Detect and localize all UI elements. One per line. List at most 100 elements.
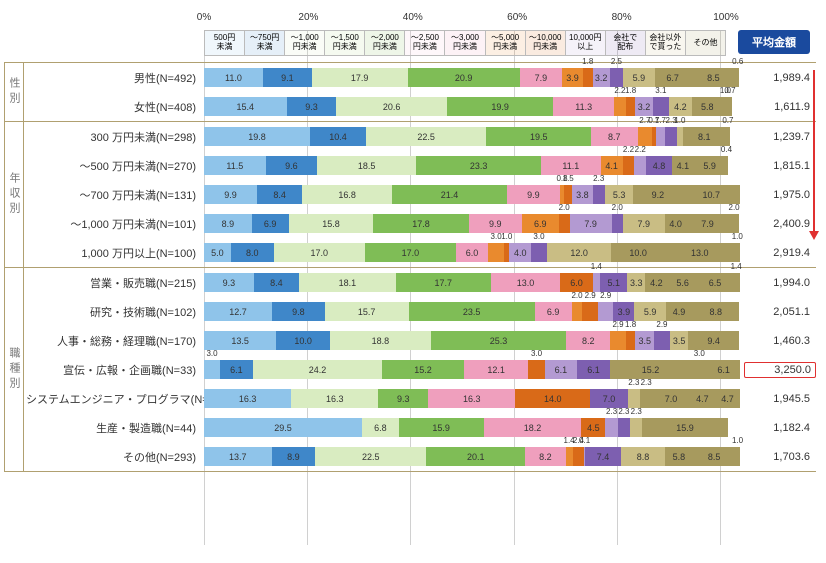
- legend-cell: 会社で配布: [606, 31, 646, 55]
- group: 性別男性(N=492)11.09.117.920.97.93.91.83.22.…: [4, 62, 816, 122]
- bar-segment: 6.0: [560, 273, 592, 292]
- bar-segment: 23.3: [416, 156, 541, 175]
- bar-segment: 15.2: [610, 360, 691, 379]
- bar-segment: 3.8: [572, 185, 592, 204]
- stacked-bar-chart: 0%20%40%60%80%100% 500円未満～750円未満～1,000円未…: [4, 10, 816, 553]
- avg-value: 2,051.1: [744, 306, 816, 318]
- avg-value: 1,611.9: [744, 101, 816, 113]
- axis-tick: 0%: [197, 12, 211, 23]
- row-label: その他(N=293): [26, 449, 204, 465]
- bar-segment: 17.8: [373, 214, 468, 233]
- avg-value: 3,250.0: [744, 362, 816, 378]
- bar-segment: 7.9: [570, 214, 612, 233]
- bar-segment: 13.5: [204, 331, 276, 350]
- stacked-bar: 13.510.018.825.38.22.91.83.52.93.59.4: [204, 331, 740, 350]
- bar-segment: 9.9: [507, 185, 560, 204]
- table-row: 1,000 万円以上(N=100)5.08.017.017.06.03.01.0…: [26, 238, 816, 267]
- bar-segment: 5.1: [600, 273, 627, 292]
- bar-segment: 2.0: [559, 214, 570, 233]
- bar-segment: 5.9: [634, 302, 666, 321]
- axis-tick: 20%: [298, 12, 318, 23]
- bar-segment: 2.2: [614, 97, 626, 116]
- row-label: ～700 万円未満(N=131): [26, 187, 204, 203]
- stacked-bar: 9.98.416.821.49.90.81.53.82.35.39.210.7: [204, 185, 740, 204]
- table-row: 男性(N=492)11.09.117.920.97.93.91.83.22.55…: [26, 63, 816, 92]
- bar-segment: 10.4: [310, 127, 366, 146]
- stacked-bar: 5.08.017.017.06.03.01.04.03.012.010.013.…: [204, 243, 740, 262]
- avg-value: 1,460.3: [744, 335, 816, 347]
- bar-segment: 0.7: [726, 127, 730, 146]
- avg-value: 1,994.0: [744, 277, 816, 289]
- bar-segment: 6.7: [655, 68, 691, 87]
- bar-segment: 5.8: [692, 97, 723, 116]
- bar-segment: 8.8: [692, 302, 739, 321]
- bar-segment: 7.4: [585, 447, 621, 466]
- avg-value: 1,975.0: [744, 189, 816, 201]
- bar-segment: 13.0: [491, 273, 561, 292]
- bar-segment: 8.0: [231, 243, 274, 262]
- group-label: 年収別: [4, 122, 24, 267]
- bar-segment: 2.4: [573, 447, 585, 466]
- row-label: 女性(N=408): [26, 99, 204, 115]
- legend-cell: 500円未満: [205, 31, 245, 55]
- bar-segment: 3.0: [531, 243, 547, 262]
- bar-segment: 24.2: [253, 360, 383, 379]
- legend-cell: ～3,000円未満: [445, 31, 485, 55]
- bar-segment: 3.9: [562, 68, 583, 87]
- bar-segment: 4.7: [715, 389, 740, 408]
- bar-segment: 2.0: [729, 214, 740, 233]
- stacked-bar: 11.59.618.523.311.14.12.22.24.84.15.90.4: [204, 156, 740, 175]
- bar-segment: 5.9: [623, 68, 655, 87]
- bar-segment: 10.0: [611, 243, 665, 262]
- row-label: 1,000 万円以上(N=100): [26, 245, 204, 261]
- bar-segment: 29.5: [204, 418, 362, 437]
- avg-value: 1,239.7: [744, 131, 816, 143]
- bar-segment: 10.0: [276, 331, 330, 350]
- avg-value: 1,945.5: [744, 393, 816, 405]
- table-row: ～700 万円未満(N=131)9.98.416.821.49.90.81.53…: [26, 180, 816, 209]
- bar-segment: 6.9: [522, 214, 559, 233]
- table-row: その他(N=293)13.78.922.520.18.21.42.40.17.4…: [26, 442, 816, 471]
- bar-segment: 1.0: [735, 243, 740, 262]
- group: 年収別300 万円未満(N=298)19.810.422.519.58.72.7…: [4, 122, 816, 268]
- bar-segment: 2.9: [654, 331, 670, 350]
- table-row: 300 万円未満(N=298)19.810.422.519.58.72.70.7…: [26, 122, 816, 151]
- bar-segment: 9.1: [263, 68, 312, 87]
- row-label: ～1,000 万円未満(N=101): [26, 216, 204, 232]
- table-row: 研究・技術職(N=102)12.79.815.723.56.92.02.92.9…: [26, 297, 816, 326]
- bar-segment: 8.8: [621, 447, 664, 466]
- bar-segment: 3.1: [653, 97, 670, 116]
- table-row: 宣伝・広報・企画職(N=33)3.06.124.215.212.13.06.16…: [26, 355, 816, 384]
- bar-segment: 3.2: [593, 68, 610, 87]
- stacked-bar: 15.49.320.619.911.32.21.83.23.14.25.81.0…: [204, 97, 740, 116]
- group-label: 性別: [4, 63, 24, 121]
- bar-segment: 6.9: [535, 302, 572, 321]
- bar-segment: 5.8: [665, 447, 694, 466]
- bar-segment: 0.6: [736, 68, 739, 87]
- bar-segment: 20.6: [336, 97, 446, 116]
- bar-segment: 6.1: [545, 360, 578, 379]
- bar-segment: 3.3: [627, 273, 645, 292]
- table-row: 女性(N=408)15.49.320.619.911.32.21.83.23.1…: [26, 92, 816, 121]
- stacked-bar: 16.316.39.316.314.07.02.32.37.04.74.7: [204, 389, 740, 408]
- bar-segment: 2.3: [593, 185, 605, 204]
- bar-segment: 16.3: [428, 389, 515, 408]
- bar-segment: 3.5: [635, 331, 654, 350]
- legend-cell: 10,000円以上: [566, 31, 606, 55]
- bar-segment: 4.1: [601, 156, 623, 175]
- bar-segment: 2.3: [605, 418, 617, 437]
- bar-segment: 21.4: [392, 185, 507, 204]
- bar-segment: 16.3: [204, 389, 291, 408]
- group: 職種別営業・販売職(N=215)9.38.418.117.713.06.01.4…: [4, 268, 816, 472]
- bar-segment: 8.7: [591, 127, 638, 146]
- bar-segment: 13.0: [665, 243, 735, 262]
- bar-segment: 8.4: [257, 185, 302, 204]
- bar-segment: 6.8: [362, 418, 398, 437]
- bar-segment: 20.9: [408, 68, 520, 87]
- bar-segment: 9.6: [266, 156, 317, 175]
- chart-body: 性別男性(N=492)11.09.117.920.97.93.91.83.22.…: [4, 62, 816, 545]
- table-row: システムエンジニア・プログラマ(N=43)16.316.39.316.314.0…: [26, 384, 816, 413]
- bar-segment: 4.1: [672, 156, 694, 175]
- bar-segment: 18.8: [330, 331, 431, 350]
- bar-segment: 20.1: [426, 447, 525, 466]
